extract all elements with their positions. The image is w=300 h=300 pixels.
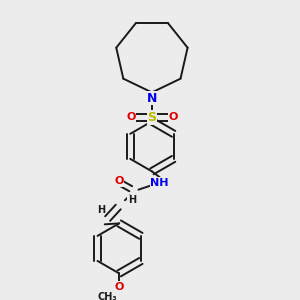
- Text: CH₃: CH₃: [98, 292, 117, 300]
- Text: H: H: [128, 195, 136, 205]
- Text: O: O: [126, 112, 135, 122]
- Text: O: O: [168, 112, 178, 122]
- Text: O: O: [115, 282, 124, 292]
- Text: H: H: [97, 205, 105, 215]
- Text: S: S: [147, 111, 156, 124]
- Text: O: O: [115, 176, 124, 186]
- Text: N: N: [147, 92, 157, 105]
- Text: NH: NH: [150, 178, 169, 188]
